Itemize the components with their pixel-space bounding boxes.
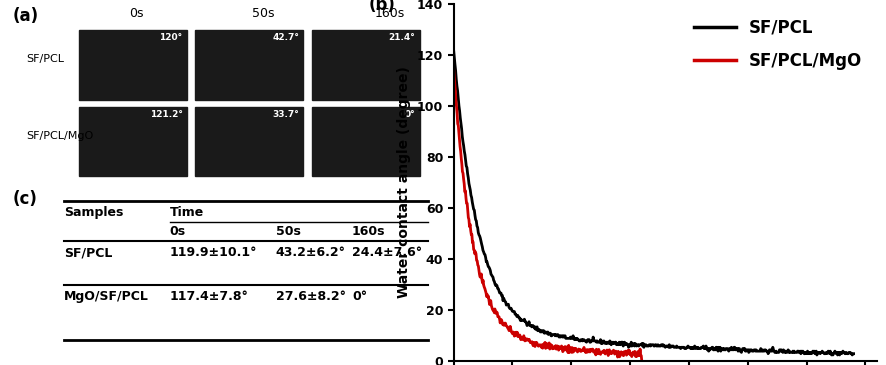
- Text: 0s: 0s: [128, 7, 144, 20]
- SF/PCL/MgO: [546, 342, 556, 347]
- Text: 24.4±7.6°: 24.4±7.6°: [352, 246, 422, 259]
- Text: 21.4°: 21.4°: [389, 33, 416, 42]
- Bar: [195, 107, 303, 176]
- Bar: [79, 30, 187, 100]
- SF/PCL: [551, 334, 562, 338]
- Bar: [312, 30, 420, 100]
- Text: (a): (a): [13, 7, 39, 25]
- Text: 50s: 50s: [252, 7, 275, 20]
- Y-axis label: Water contact angle (degree): Water contact angle (degree): [397, 66, 411, 299]
- Bar: [195, 30, 303, 100]
- SF/PCL: [519, 317, 530, 321]
- Text: MgO/SF/PCL: MgO/SF/PCL: [64, 290, 149, 303]
- SF/PCL: [848, 351, 859, 356]
- Text: 0°: 0°: [352, 290, 367, 303]
- Bar: [79, 107, 187, 176]
- SF/PCL/MgO: [583, 347, 594, 352]
- Legend: SF/PCL, SF/PCL/MgO: SF/PCL, SF/PCL/MgO: [688, 12, 869, 76]
- Text: SF/PCL: SF/PCL: [26, 54, 64, 65]
- SF/PCL/MgO: [602, 353, 613, 358]
- Text: Time: Time: [170, 206, 204, 219]
- Text: SF/PCL/MgO: SF/PCL/MgO: [26, 131, 93, 141]
- Text: (c): (c): [13, 191, 38, 208]
- Line: SF/PCL: SF/PCL: [454, 50, 853, 355]
- Text: 42.7°: 42.7°: [272, 33, 299, 42]
- SF/PCL: [750, 347, 760, 352]
- Text: 27.6±8.2°: 27.6±8.2°: [276, 290, 346, 303]
- Text: 121.2°: 121.2°: [150, 110, 183, 119]
- Text: Samples: Samples: [64, 206, 123, 219]
- SF/PCL/MgO: [613, 352, 624, 356]
- Text: 160s: 160s: [375, 7, 405, 20]
- Text: 0°: 0°: [405, 110, 416, 119]
- Text: SF/PCL: SF/PCL: [64, 246, 113, 259]
- SF/PCL/MgO: [636, 359, 647, 364]
- Text: 50s: 50s: [276, 225, 300, 238]
- Bar: [312, 107, 420, 176]
- SF/PCL/MgO: [476, 273, 486, 277]
- Text: (b): (b): [369, 0, 396, 15]
- Text: 43.2±6.2°: 43.2±6.2°: [276, 246, 346, 259]
- SF/PCL: [684, 345, 695, 350]
- Text: 119.9±10.1°: 119.9±10.1°: [170, 246, 257, 259]
- SF/PCL/MgO: [581, 349, 592, 353]
- SF/PCL: [629, 344, 640, 348]
- SF/PCL: [715, 349, 726, 353]
- SF/PCL: [812, 353, 822, 357]
- Line: SF/PCL/MgO: SF/PCL/MgO: [454, 68, 641, 361]
- Text: 160s: 160s: [352, 225, 385, 238]
- Text: 0s: 0s: [170, 225, 186, 238]
- Text: 120°: 120°: [159, 33, 183, 42]
- Text: 117.4±7.8°: 117.4±7.8°: [170, 290, 249, 303]
- SF/PCL/MgO: [448, 65, 459, 70]
- SF/PCL: [448, 47, 459, 52]
- Text: 33.7°: 33.7°: [272, 110, 299, 119]
